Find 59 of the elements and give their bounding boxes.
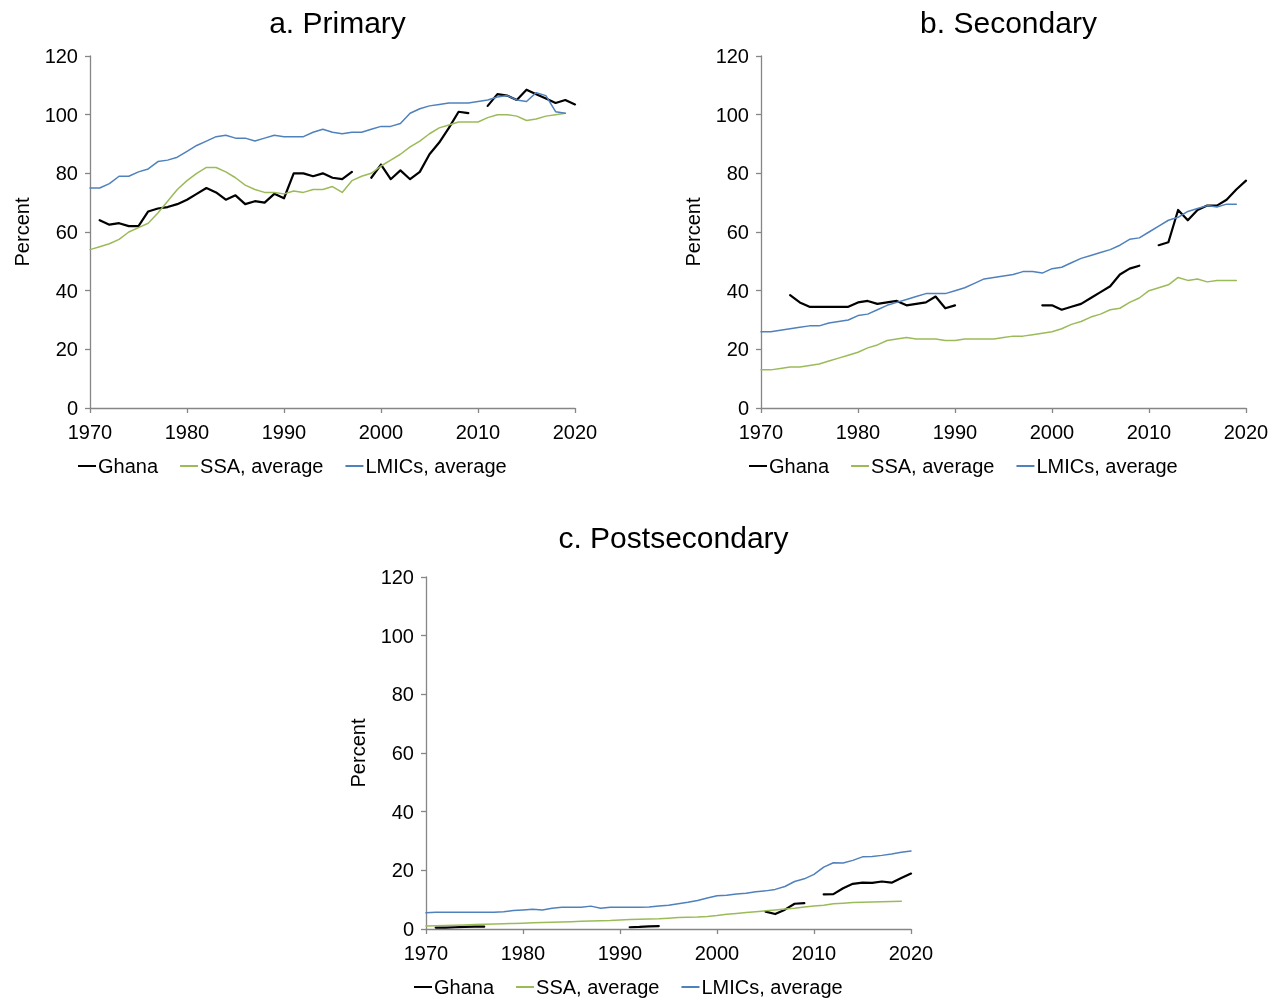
- line-series: [425, 900, 903, 927]
- x-tick-label: 1990: [261, 421, 307, 443]
- y-tick-label: 60: [391, 742, 414, 764]
- y-tick-label: 60: [55, 221, 78, 243]
- legend-label: SSA, average: [200, 455, 324, 477]
- x-tick-label: 1970: [67, 421, 113, 443]
- y-tick-label: 120: [44, 45, 78, 67]
- x-tick-label: 2010: [455, 421, 501, 443]
- y-tick-label: 120: [380, 566, 414, 588]
- x-tick-label: 2000: [1029, 421, 1075, 443]
- y-tick-label: 40: [391, 800, 414, 823]
- chart-title: c. Postsecondary: [558, 520, 789, 554]
- legend-label: Ghana: [769, 455, 830, 477]
- x-tick-label: 2010: [1126, 421, 1172, 443]
- y-tick-label: 120: [715, 45, 749, 67]
- legend-label: SSA, average: [871, 455, 995, 477]
- x-tick-label: 2020: [888, 942, 934, 964]
- x-tick-label: 1980: [500, 942, 546, 964]
- y-tick-label: 100: [380, 624, 414, 647]
- chart-title: a. Primary: [269, 5, 406, 39]
- y-tick-label: 0: [66, 397, 78, 419]
- x-tick-label: 2000: [694, 942, 740, 964]
- y-tick-label: 20: [391, 859, 414, 882]
- y-tick-label: 0: [402, 918, 414, 940]
- y-tick-label: 0: [737, 397, 749, 419]
- x-tick-label: 2010: [791, 942, 837, 964]
- y-tick-label: 40: [726, 279, 749, 302]
- x-tick-label: 1990: [597, 942, 643, 964]
- x-tick-label: 1970: [738, 421, 784, 443]
- legend-label: LMICs, average: [701, 976, 843, 998]
- y-axis-title: Percent: [347, 718, 369, 788]
- y-axis-title: Percent: [682, 197, 704, 267]
- y-tick-label: 80: [391, 683, 414, 706]
- line-series: [760, 276, 1238, 371]
- y-tick-label: 100: [715, 103, 749, 126]
- y-tick-label: 80: [55, 162, 78, 185]
- x-tick-label: 1980: [835, 421, 881, 443]
- line-series: [425, 850, 912, 914]
- x-tick-label: 1970: [403, 942, 449, 964]
- y-tick-label: 60: [726, 221, 749, 243]
- legend-label: LMICs, average: [365, 455, 507, 477]
- x-tick-label: 1980: [164, 421, 210, 443]
- line-series: [89, 91, 567, 189]
- y-tick-label: 100: [44, 103, 78, 126]
- y-tick-label: 80: [726, 162, 749, 185]
- y-tick-label: 20: [726, 338, 749, 361]
- x-tick-label: 2020: [552, 421, 598, 443]
- y-tick-label: 20: [55, 338, 78, 361]
- y-tick-label: 40: [55, 279, 78, 302]
- legend-label: Ghana: [434, 976, 495, 998]
- legend-label: SSA, average: [536, 976, 660, 998]
- x-tick-label: 1990: [932, 421, 978, 443]
- x-tick-label: 2020: [1223, 421, 1269, 443]
- y-axis-title: Percent: [11, 197, 33, 267]
- line-series: [760, 203, 1238, 333]
- chart-title: b. Secondary: [920, 5, 1097, 39]
- legend-label: LMICs, average: [1036, 455, 1178, 477]
- x-tick-label: 2000: [358, 421, 404, 443]
- legend-label: Ghana: [98, 455, 159, 477]
